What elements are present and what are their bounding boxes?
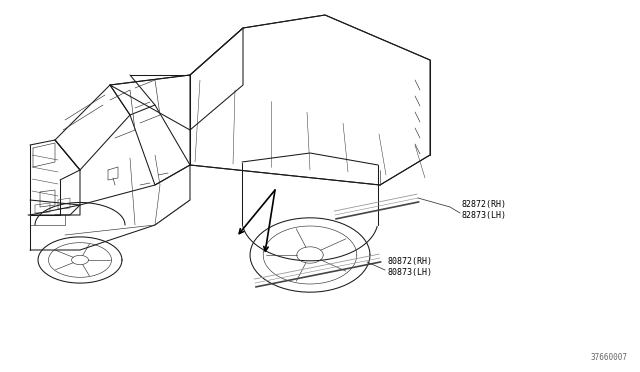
- Text: 37660007: 37660007: [591, 353, 628, 362]
- Text: 80872(RH)
80873(LH): 80872(RH) 80873(LH): [388, 257, 433, 278]
- Text: 82872(RH)
82873(LH): 82872(RH) 82873(LH): [462, 200, 507, 220]
